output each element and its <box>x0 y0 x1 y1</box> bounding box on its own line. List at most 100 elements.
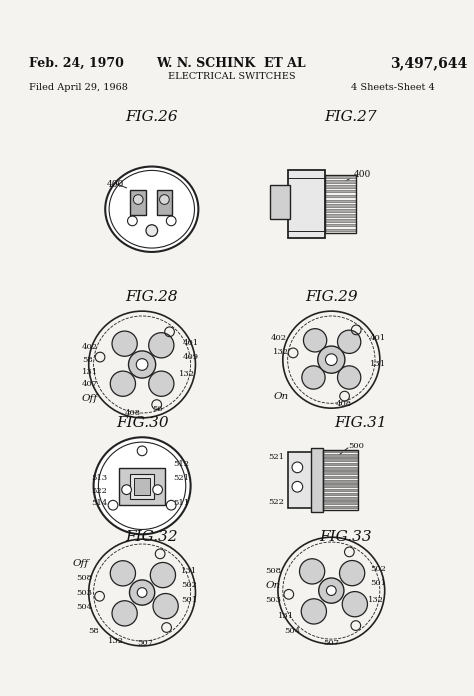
Bar <box>325 190 356 193</box>
Bar <box>323 497 357 500</box>
Bar <box>323 450 357 452</box>
Bar <box>323 493 357 496</box>
Text: 508: 508 <box>76 574 92 582</box>
Circle shape <box>149 371 174 396</box>
Text: 409: 409 <box>183 353 199 361</box>
Text: 502: 502 <box>181 580 197 589</box>
Text: FIG.27: FIG.27 <box>324 110 377 124</box>
Text: Feb. 24, 1970: Feb. 24, 1970 <box>28 57 123 70</box>
Text: Off: Off <box>82 394 98 403</box>
Text: FIG.33: FIG.33 <box>319 530 372 544</box>
Text: 504: 504 <box>76 603 92 611</box>
Text: 3,497,644: 3,497,644 <box>390 56 467 71</box>
Bar <box>288 171 325 238</box>
Text: 507: 507 <box>324 639 339 647</box>
Circle shape <box>292 482 303 492</box>
Bar <box>130 474 154 499</box>
Bar <box>323 480 357 482</box>
Bar <box>325 180 356 183</box>
Bar <box>325 214 356 216</box>
Text: FIG.32: FIG.32 <box>126 530 178 544</box>
Text: 132: 132 <box>273 348 289 356</box>
Text: 521: 521 <box>173 474 189 482</box>
Text: 501: 501 <box>181 596 197 604</box>
Text: 500: 500 <box>348 442 364 450</box>
Text: 131: 131 <box>181 567 197 575</box>
Text: 402: 402 <box>82 343 98 351</box>
Circle shape <box>129 580 155 605</box>
Circle shape <box>137 587 147 597</box>
Circle shape <box>160 195 169 205</box>
Bar <box>325 219 356 221</box>
Text: 503: 503 <box>265 596 282 604</box>
Bar <box>134 478 150 496</box>
Bar <box>323 501 357 504</box>
Text: 132: 132 <box>368 596 384 604</box>
Text: 522: 522 <box>268 498 284 506</box>
Bar <box>323 463 357 466</box>
Circle shape <box>303 329 327 352</box>
Circle shape <box>112 331 137 356</box>
Bar <box>130 190 146 215</box>
Text: 511: 511 <box>173 499 189 507</box>
Text: 58: 58 <box>82 356 93 363</box>
Text: ELECTRICAL SWITCHES: ELECTRICAL SWITCHES <box>167 72 295 81</box>
Circle shape <box>327 586 336 596</box>
Bar <box>325 209 356 212</box>
Bar <box>270 185 290 219</box>
Circle shape <box>149 333 174 358</box>
Bar <box>325 175 356 233</box>
Bar <box>325 195 356 198</box>
Circle shape <box>337 366 361 389</box>
Circle shape <box>133 195 143 205</box>
Text: 401: 401 <box>183 339 199 347</box>
Circle shape <box>342 592 367 617</box>
Bar <box>323 454 357 457</box>
Circle shape <box>301 599 327 624</box>
Bar <box>323 475 357 478</box>
Text: 408: 408 <box>125 409 141 417</box>
Text: 514: 514 <box>91 499 108 507</box>
Bar <box>323 450 357 510</box>
Bar <box>323 506 357 508</box>
Circle shape <box>326 354 337 365</box>
Circle shape <box>136 358 148 370</box>
Circle shape <box>146 225 158 237</box>
Bar <box>325 205 356 207</box>
Text: 501: 501 <box>370 579 386 587</box>
Text: 58: 58 <box>89 627 100 635</box>
Text: 4 Sheets-Sheet 4: 4 Sheets-Sheet 4 <box>351 84 435 93</box>
Bar <box>323 471 357 474</box>
Text: Off: Off <box>72 559 89 568</box>
Text: Filed April 29, 1968: Filed April 29, 1968 <box>28 84 128 93</box>
Bar <box>323 459 357 461</box>
Text: 507: 507 <box>137 639 153 647</box>
Text: 407: 407 <box>82 380 98 388</box>
Bar <box>288 452 313 508</box>
Bar <box>156 190 172 215</box>
Circle shape <box>153 485 163 495</box>
Text: 131: 131 <box>82 368 98 377</box>
Text: 521: 521 <box>268 452 284 461</box>
Circle shape <box>319 578 344 603</box>
Text: 132: 132 <box>108 637 124 645</box>
Bar <box>130 190 146 215</box>
Bar <box>323 484 357 487</box>
Text: On: On <box>265 581 281 590</box>
Text: 401: 401 <box>370 334 386 342</box>
Circle shape <box>318 346 345 373</box>
Text: 56: 56 <box>152 405 163 413</box>
Circle shape <box>150 562 175 587</box>
Circle shape <box>302 366 325 389</box>
Text: On: On <box>273 392 288 401</box>
Circle shape <box>110 371 136 396</box>
Text: FIG.31: FIG.31 <box>334 416 387 429</box>
Bar <box>311 448 323 512</box>
Circle shape <box>93 437 191 535</box>
Bar <box>325 229 356 231</box>
Text: 512: 512 <box>173 461 189 468</box>
Bar <box>325 224 356 226</box>
Text: 504: 504 <box>285 627 301 635</box>
Text: 508: 508 <box>265 567 282 575</box>
Text: 402: 402 <box>271 334 287 342</box>
